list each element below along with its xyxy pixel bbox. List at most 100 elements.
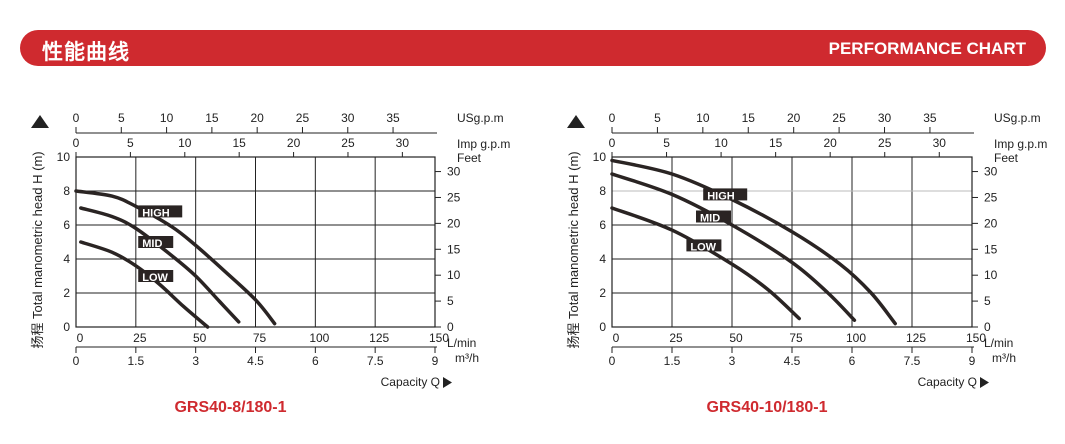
impgpm-tick-label: 30 <box>933 136 947 150</box>
usgpm-tick-label: 15 <box>742 111 756 125</box>
header-banner: 性能曲线 PERFORMANCE CHART <box>20 30 1046 66</box>
curve-low <box>79 240 210 329</box>
x-tick-label: 25 <box>133 331 147 345</box>
impgpm-tick-label: 10 <box>178 136 192 150</box>
impgpm-tick-label: 30 <box>396 136 410 150</box>
usgpm-tick-label: 25 <box>296 111 310 125</box>
capacity-label: Capacity Q <box>918 375 977 389</box>
x-tick-label: 150 <box>429 331 449 345</box>
usgpm-tick-label: 10 <box>696 111 710 125</box>
feet-tick-label: 5 <box>984 294 991 308</box>
curve-label-mid: MID <box>142 238 162 250</box>
m3h-unit-label: m³/h <box>455 351 479 365</box>
m3h-unit-label: m³/h <box>992 351 1016 365</box>
x-unit-label: L/min <box>984 336 1013 350</box>
feet-tick-label: 25 <box>447 190 461 204</box>
y-tick-label: 8 <box>63 184 70 198</box>
model-title: GRS40-10/180-1 <box>707 399 828 416</box>
y-tick-label: 2 <box>599 286 606 300</box>
usgpm-tick-label: 0 <box>609 111 616 125</box>
m3h-tick-label: 1.5 <box>127 354 144 368</box>
arrow-up-icon <box>567 115 585 128</box>
m3h-tick-label: 9 <box>432 354 439 368</box>
plot-frame <box>75 156 436 328</box>
feet-tick-label: 10 <box>447 268 461 282</box>
impgpm-tick-label: 0 <box>609 136 616 150</box>
curve-label-bg <box>138 270 174 282</box>
impgpm-tick-label: 0 <box>73 136 80 150</box>
usgpm-tick-label: 5 <box>118 111 125 125</box>
feet-tick-label: 20 <box>447 216 461 230</box>
usgpm-tick-label: 25 <box>832 111 846 125</box>
x-tick-label: 0 <box>77 331 84 345</box>
impgpm-tick-label: 20 <box>287 136 301 150</box>
curve-label-bg <box>696 210 731 223</box>
m3h-tick-label: 0 <box>609 354 616 368</box>
y-axis-label: 扬程 Total manometric head H (m) <box>30 151 45 348</box>
usgpm-tick-label: 0 <box>73 111 80 125</box>
m3h-tick-label: 4.5 <box>247 354 264 368</box>
impgpm-tick-label: 15 <box>769 136 783 150</box>
usgpm-unit-label: USg.p.m <box>457 111 504 125</box>
feet-tick-label: 20 <box>984 216 998 230</box>
curve-label-bg <box>703 188 748 201</box>
y-tick-label: 2 <box>63 286 70 300</box>
x-tick-label: 75 <box>253 331 267 345</box>
x-tick-label: 25 <box>669 331 683 345</box>
y-tick-label: 10 <box>57 150 71 164</box>
plot-frame <box>611 156 973 328</box>
feet-tick-label: 25 <box>984 190 998 204</box>
m3h-tick-label: 4.5 <box>784 354 801 368</box>
usgpm-tick-label: 5 <box>654 111 661 125</box>
impgpm-unit-label: Imp g.p.m <box>457 137 510 151</box>
m3h-tick-label: 9 <box>969 354 976 368</box>
impgpm-tick-label: 5 <box>127 136 134 150</box>
y-axis-label: 扬程 Total manometric head H (m) <box>566 151 581 348</box>
curve-mid <box>610 172 857 322</box>
y-tick-label: 0 <box>599 320 606 334</box>
curve-mid <box>79 206 241 324</box>
arrow-right-icon <box>443 377 452 388</box>
feet-tick-label: 30 <box>984 165 998 179</box>
usgpm-tick-label: 35 <box>923 111 937 125</box>
usgpm-tick-label: 35 <box>386 111 400 125</box>
impgpm-tick-label: 10 <box>714 136 728 150</box>
impgpm-unit-label: Imp g.p.m <box>994 137 1047 151</box>
curve-label-low: LOW <box>690 241 716 253</box>
impgpm-tick-label: 25 <box>341 136 355 150</box>
y-tick-label: 10 <box>593 150 607 164</box>
feet-tick-label: 30 <box>447 165 461 179</box>
usgpm-tick-label: 10 <box>160 111 174 125</box>
m3h-tick-label: 0 <box>73 354 80 368</box>
usgpm-tick-label: 20 <box>787 111 801 125</box>
usgpm-tick-label: 30 <box>878 111 892 125</box>
y-tick-label: 6 <box>63 218 70 232</box>
feet-tick-label: 15 <box>984 242 998 256</box>
curve-high <box>74 189 277 326</box>
m3h-tick-label: 3 <box>192 354 199 368</box>
capacity-label: Capacity Q <box>381 375 440 389</box>
title-cn: 性能曲线 <box>42 40 130 64</box>
impgpm-tick-label: 5 <box>663 136 670 150</box>
y-tick-label: 8 <box>599 184 606 198</box>
curve-label-low: LOW <box>142 272 168 284</box>
m3h-tick-label: 7.5 <box>367 354 384 368</box>
x-tick-label: 75 <box>789 331 803 345</box>
x-unit-label: L/min <box>447 336 476 350</box>
impgpm-tick-label: 25 <box>878 136 892 150</box>
curve-label-bg <box>138 205 183 218</box>
x-tick-label: 125 <box>369 331 389 345</box>
curve-high <box>610 158 897 326</box>
x-tick-label: 50 <box>193 331 207 345</box>
curve-label-high: HIGH <box>142 207 170 219</box>
feet-unit-label: Feet <box>994 151 1019 165</box>
usgpm-tick-label: 15 <box>205 111 219 125</box>
y-tick-label: 6 <box>599 218 606 232</box>
y-tick-label: 4 <box>63 252 70 266</box>
curve-label-bg <box>138 236 174 248</box>
curve-label-bg <box>686 239 722 252</box>
feet-tick-label: 0 <box>984 320 991 334</box>
